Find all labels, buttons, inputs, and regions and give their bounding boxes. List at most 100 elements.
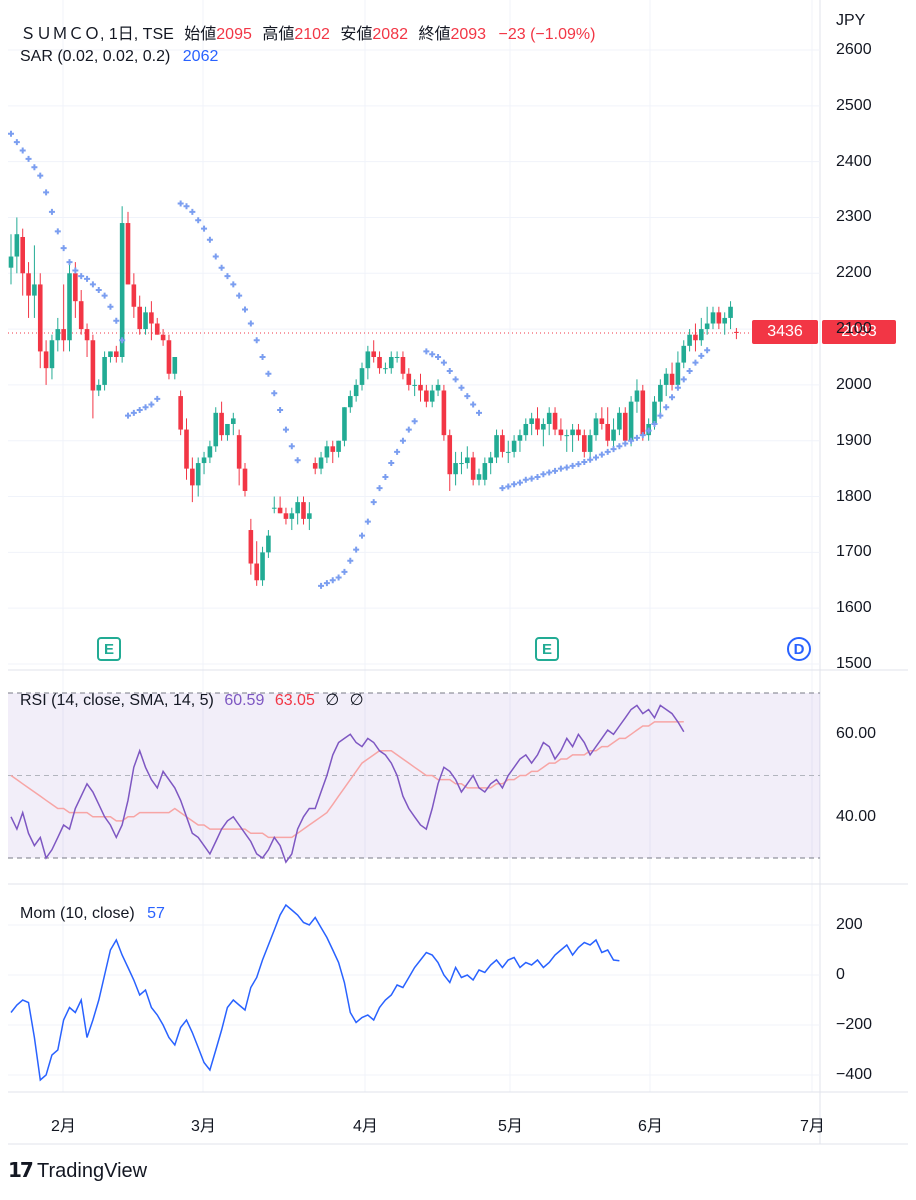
- sar-point: [218, 264, 225, 271]
- sar-point: [335, 574, 342, 581]
- candle-body: [716, 312, 722, 324]
- sar-point: [476, 409, 482, 416]
- candle-body: [722, 317, 727, 324]
- sar-point: [435, 354, 442, 360]
- sar-point: [119, 337, 126, 344]
- candle-body: [669, 373, 675, 385]
- sar-point: [604, 448, 611, 455]
- sar-point: [370, 499, 377, 506]
- rsi-label: RSI (14, close, SMA, 14, 5): [20, 692, 214, 709]
- rsi-sma-value: 63.05: [274, 692, 315, 709]
- sar-point: [692, 359, 699, 366]
- sar-point: [242, 306, 248, 313]
- candle-body: [365, 351, 371, 369]
- sar-point: [411, 418, 418, 425]
- dividend-event-icon[interactable]: D: [787, 637, 811, 661]
- rsi-axis-tick: 60.00: [836, 725, 877, 743]
- candle-body: [90, 340, 96, 391]
- mom-label: Mom (10, close): [20, 905, 135, 922]
- sar-point: [639, 432, 646, 439]
- candle-body: [476, 474, 482, 480]
- sar-point: [587, 456, 594, 463]
- candle-body: [330, 446, 336, 452]
- sar-point: [89, 281, 96, 288]
- sar-point: [142, 404, 149, 411]
- sar-point: [195, 217, 202, 224]
- earnings-event-icon[interactable]: E: [97, 637, 121, 661]
- candle-body: [599, 418, 605, 424]
- sar-point: [399, 437, 406, 444]
- sar-point: [663, 404, 670, 411]
- price-axis-tick: 1500: [836, 655, 872, 672]
- price-axis-tick: 2200: [836, 264, 872, 282]
- momentum-axis-tick: 0: [836, 966, 845, 983]
- candle-body: [470, 457, 476, 480]
- tradingview-logo[interactable]: 𝟭𝟳 TradingView: [8, 1158, 147, 1183]
- sar-point: [13, 139, 20, 146]
- sar-point: [341, 568, 348, 575]
- sar-point: [394, 448, 401, 455]
- sar-point: [8, 130, 14, 137]
- sar-point: [54, 228, 61, 235]
- candle-body: [488, 457, 493, 464]
- candle-body: [289, 513, 295, 519]
- candle-body: [611, 429, 616, 441]
- sar-point: [101, 292, 108, 299]
- sar-point: [440, 359, 447, 366]
- candle-body: [283, 513, 289, 519]
- sar-point: [277, 407, 284, 414]
- sar-point: [388, 460, 395, 467]
- momentum-axis-tick: 200: [836, 916, 863, 933]
- candle-body: [131, 284, 137, 307]
- sar-point: [499, 485, 506, 492]
- sar-point: [201, 225, 208, 232]
- mom-value: 57: [147, 905, 165, 922]
- sar-point: [610, 446, 617, 453]
- sar-point: [48, 208, 55, 215]
- candle-body: [26, 273, 31, 296]
- candle-body: [324, 446, 330, 458]
- candle-body: [400, 357, 406, 374]
- sar-point: [552, 467, 559, 474]
- sar-point: [528, 475, 535, 482]
- rsi-line: [10, 704, 685, 864]
- sar-point: [522, 476, 529, 483]
- candle-body: [429, 390, 435, 402]
- sar-point: [657, 412, 664, 419]
- candle-body: [137, 306, 142, 330]
- candle-body: [535, 418, 540, 430]
- sar-point: [288, 443, 295, 450]
- candle-body: [465, 457, 470, 464]
- candle-body: [73, 273, 78, 302]
- sar-point: [458, 384, 465, 391]
- candle-body: [652, 401, 657, 424]
- close-value: 2093: [450, 26, 487, 43]
- candle-body: [377, 357, 382, 369]
- candle-body: [301, 502, 306, 519]
- price-axis-tick: 1900: [836, 431, 872, 449]
- candle-body: [248, 530, 254, 564]
- candle-body: [500, 435, 505, 452]
- candle-body: [143, 312, 148, 330]
- sar-point: [633, 434, 640, 441]
- candle-body: [108, 351, 113, 357]
- candle-body: [541, 423, 546, 430]
- candle-body: [154, 323, 160, 335]
- rsi-value: 60.59: [224, 692, 265, 709]
- sar-point: [569, 462, 576, 469]
- sar-point: [353, 546, 360, 553]
- sar-point: [271, 390, 278, 397]
- candle-body: [728, 306, 733, 318]
- candle-body: [213, 412, 219, 447]
- sar-point: [66, 259, 73, 266]
- sar-point: [253, 337, 260, 344]
- candle-body: [576, 429, 581, 436]
- sar-point: [511, 481, 518, 488]
- candle-body: [225, 423, 230, 436]
- candle-body: [710, 312, 716, 324]
- earnings-event-icon[interactable]: E: [535, 637, 559, 661]
- candle-body: [582, 435, 587, 452]
- open-value: 2095: [216, 26, 252, 43]
- price-axis-tick: 1700: [836, 543, 872, 561]
- candle-body: [371, 351, 376, 357]
